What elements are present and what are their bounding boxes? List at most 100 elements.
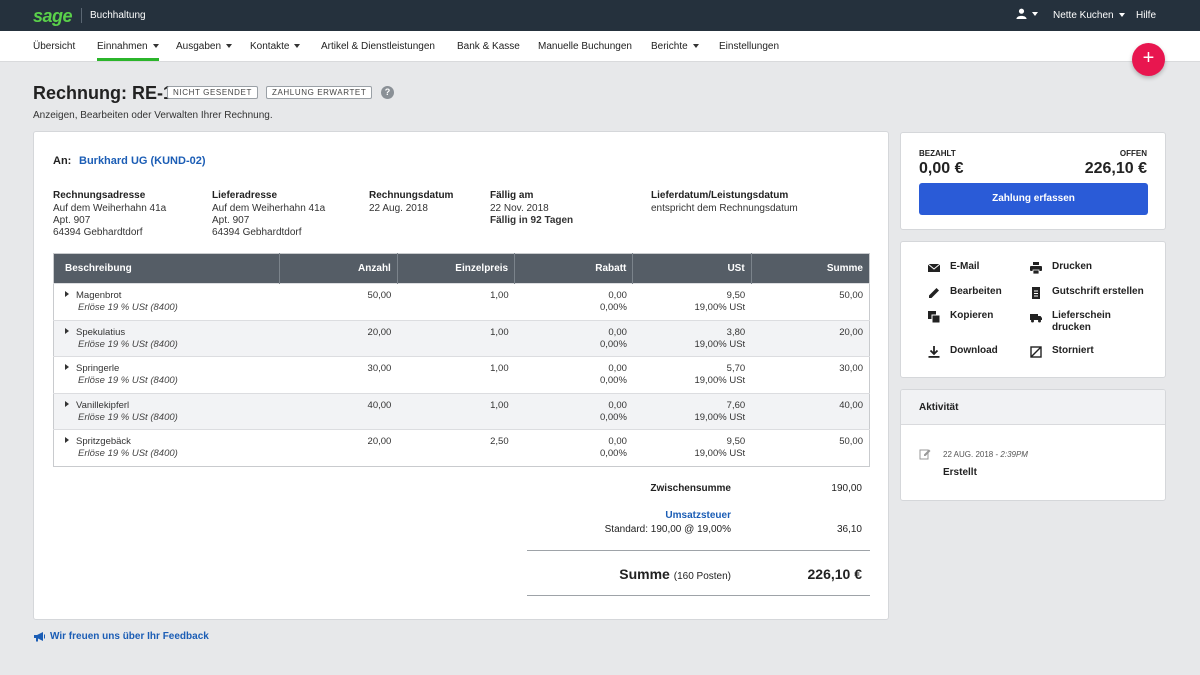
payment-card: BEZAHLT 0,00 € OFFEN 226,10 € Zahlung er… xyxy=(900,132,1166,230)
user-menu[interactable] xyxy=(1016,8,1038,19)
activity-title: Aktivität xyxy=(901,390,1165,425)
nav-label: Berichte xyxy=(651,41,688,52)
top-bar: sage Buchhaltung Nette Kuchen Hilfe xyxy=(0,0,1200,31)
nav-uebersicht[interactable]: Übersicht xyxy=(33,41,76,52)
record-payment-button[interactable]: Zahlung erfassen xyxy=(919,183,1148,215)
edit-label: Bearbeiten xyxy=(950,286,1002,297)
delivery-date-value: entspricht dem Rechnungsdatum xyxy=(651,203,798,214)
delivery-note-label-line: drucken xyxy=(1052,322,1091,333)
activity-time: 2:39PM xyxy=(1000,450,1028,459)
document-icon xyxy=(1032,287,1040,299)
edit-action[interactable]: Bearbeiten xyxy=(927,286,1002,298)
paid-label: BEZAHLT xyxy=(919,149,956,158)
item-price: 2,50 xyxy=(397,429,515,467)
item-discount-pct: 0,00% xyxy=(599,338,627,350)
divider xyxy=(527,595,870,596)
invoice-date-label: Rechnungsdatum xyxy=(369,190,454,201)
item-qty: 30,00 xyxy=(279,356,398,394)
sum-count: (160 Posten) xyxy=(673,571,731,582)
feedback-link[interactable]: Wir freuen uns über Ihr Feedback xyxy=(33,631,209,642)
col-header: Summe xyxy=(751,253,870,284)
copy-action[interactable]: Kopieren xyxy=(927,310,993,324)
expand-icon[interactable] xyxy=(65,291,69,297)
chevron-down-icon xyxy=(692,44,699,49)
item-total: 30,00 xyxy=(751,356,870,394)
nav-kontakte[interactable]: Kontakte xyxy=(250,41,301,52)
nav-berichte[interactable]: Berichte xyxy=(651,41,699,52)
nav-artikel[interactable]: Artikel & Dienstleistungen xyxy=(321,41,435,52)
nav-einstellungen[interactable]: Einstellungen xyxy=(719,41,780,52)
subtotal-label: Zwischensumme xyxy=(650,483,731,494)
help-link[interactable]: Hilfe xyxy=(1136,10,1157,21)
item-vat-rate: 19,00% USt xyxy=(694,302,746,313)
expand-icon[interactable] xyxy=(65,327,69,334)
subtotal-value: 190,00 xyxy=(831,483,862,494)
email-icon xyxy=(927,263,941,272)
table-row[interactable]: Spekulatius Erlöse 19 % USt (8400) 20,00 … xyxy=(53,319,870,357)
help-icon[interactable]: ? xyxy=(381,86,394,99)
delivery-date-label: Lieferdatum/Leistungsdatum xyxy=(651,190,789,201)
download-action[interactable]: Download xyxy=(927,345,998,358)
activity-text: Erstellt xyxy=(943,467,977,478)
item-name: Spekulatius xyxy=(76,326,126,338)
item-qty: 40,00 xyxy=(279,392,398,430)
delivery-address-label: Lieferadresse xyxy=(212,190,278,201)
nav-bank-kasse[interactable]: Bank & Kasse xyxy=(457,41,520,52)
item-price: 1,00 xyxy=(397,392,515,430)
expand-icon[interactable] xyxy=(65,400,69,407)
table-row[interactable]: Vanillekipferl Erlöse 19 % USt (8400) 40,… xyxy=(53,392,870,430)
paid-amount: 0,00 € xyxy=(919,160,964,177)
client-name: Nette Kuchen xyxy=(1053,10,1114,21)
item-discount-pct: 0,00% xyxy=(599,302,627,313)
sum-label: Summe xyxy=(619,566,670,582)
table-row[interactable]: Spritzgebäck Erlöse 19 % USt (8400) 20,00… xyxy=(53,429,870,467)
item-total: 20,00 xyxy=(751,319,870,357)
item-price: 1,00 xyxy=(397,283,515,321)
vat-link[interactable]: Umsatzsteuer xyxy=(665,510,731,521)
nav-ausgaben[interactable]: Ausgaben xyxy=(176,41,233,52)
page-subtitle: Anzeigen, Bearbeiten oder Verwalten Ihre… xyxy=(33,110,273,121)
print-label: Drucken xyxy=(1052,261,1093,272)
delivery-note-action[interactable]: Lieferschein drucken xyxy=(1029,310,1111,334)
item-name: Spritzgebäck xyxy=(76,436,131,448)
credit-note-label: Gutschrift erstellen xyxy=(1052,286,1144,297)
item-discount: 0,00 xyxy=(608,326,627,338)
item-discount-pct: 0,00% xyxy=(599,375,627,387)
credit-note-action[interactable]: Gutschrift erstellen xyxy=(1029,286,1144,299)
due-date: Fällig am 22 Nov. 2018 Fällig in 92 Tage… xyxy=(490,190,573,227)
item-tax-code: Erlöse 19 % USt (8400) xyxy=(78,338,178,350)
item-name: Springerle xyxy=(76,363,120,375)
billing-address: Rechnungsadresse Auf dem Weiherhahn 41a … xyxy=(53,190,166,239)
app-name: Buchhaltung xyxy=(90,10,146,21)
print-action[interactable]: Drucken xyxy=(1029,261,1093,275)
address-line: Auf dem Weiherhahn 41a xyxy=(53,203,167,214)
item-price: 1,00 xyxy=(397,356,515,394)
item-qty: 50,00 xyxy=(279,283,398,321)
expand-icon[interactable] xyxy=(65,437,69,444)
item-name: Vanillekipferl xyxy=(76,399,130,411)
expand-icon[interactable] xyxy=(65,364,69,371)
table-row[interactable]: Springerle Erlöse 19 % USt (8400) 30,00 1… xyxy=(53,356,870,394)
chevron-down-icon xyxy=(1118,13,1125,18)
col-header: Anzahl xyxy=(279,253,398,284)
due-date-note: Fällig in 92 Tagen xyxy=(490,215,574,226)
nav-label: Kontakte xyxy=(250,41,290,52)
client-menu[interactable]: Nette Kuchen xyxy=(1053,10,1125,21)
nav-einnahmen[interactable]: Einnahmen xyxy=(97,41,159,61)
void-icon xyxy=(1030,346,1042,358)
vat-detail: Standard: 190,00 @ 19,00% xyxy=(604,524,731,535)
add-button[interactable]: + xyxy=(1132,43,1165,76)
item-discount: 0,00 xyxy=(608,290,627,301)
customer-link[interactable]: Burkhard UG (KUND-02) xyxy=(79,155,206,167)
item-tax-code: Erlöse 19 % USt (8400) xyxy=(78,375,178,387)
sage-logo[interactable]: sage xyxy=(33,6,73,26)
status-badge-payment: ZAHLUNG ERWARTET xyxy=(266,86,373,99)
nav-manuelle-buchungen[interactable]: Manuelle Buchungen xyxy=(538,41,632,52)
void-action[interactable]: Storniert xyxy=(1029,345,1094,358)
invoice-date-value: 22 Aug. 2018 xyxy=(369,203,428,214)
chevron-down-icon xyxy=(152,44,159,49)
email-action[interactable]: E-Mail xyxy=(927,261,979,273)
actions-card: E-Mail Drucken Bearbeiten Gutschrift ers… xyxy=(900,241,1166,378)
table-header: Beschreibung Anzahl Einzelpreis Rabatt U… xyxy=(53,253,870,284)
table-row[interactable]: Magenbrot Erlöse 19 % USt (8400) 50,00 1,… xyxy=(53,283,870,321)
